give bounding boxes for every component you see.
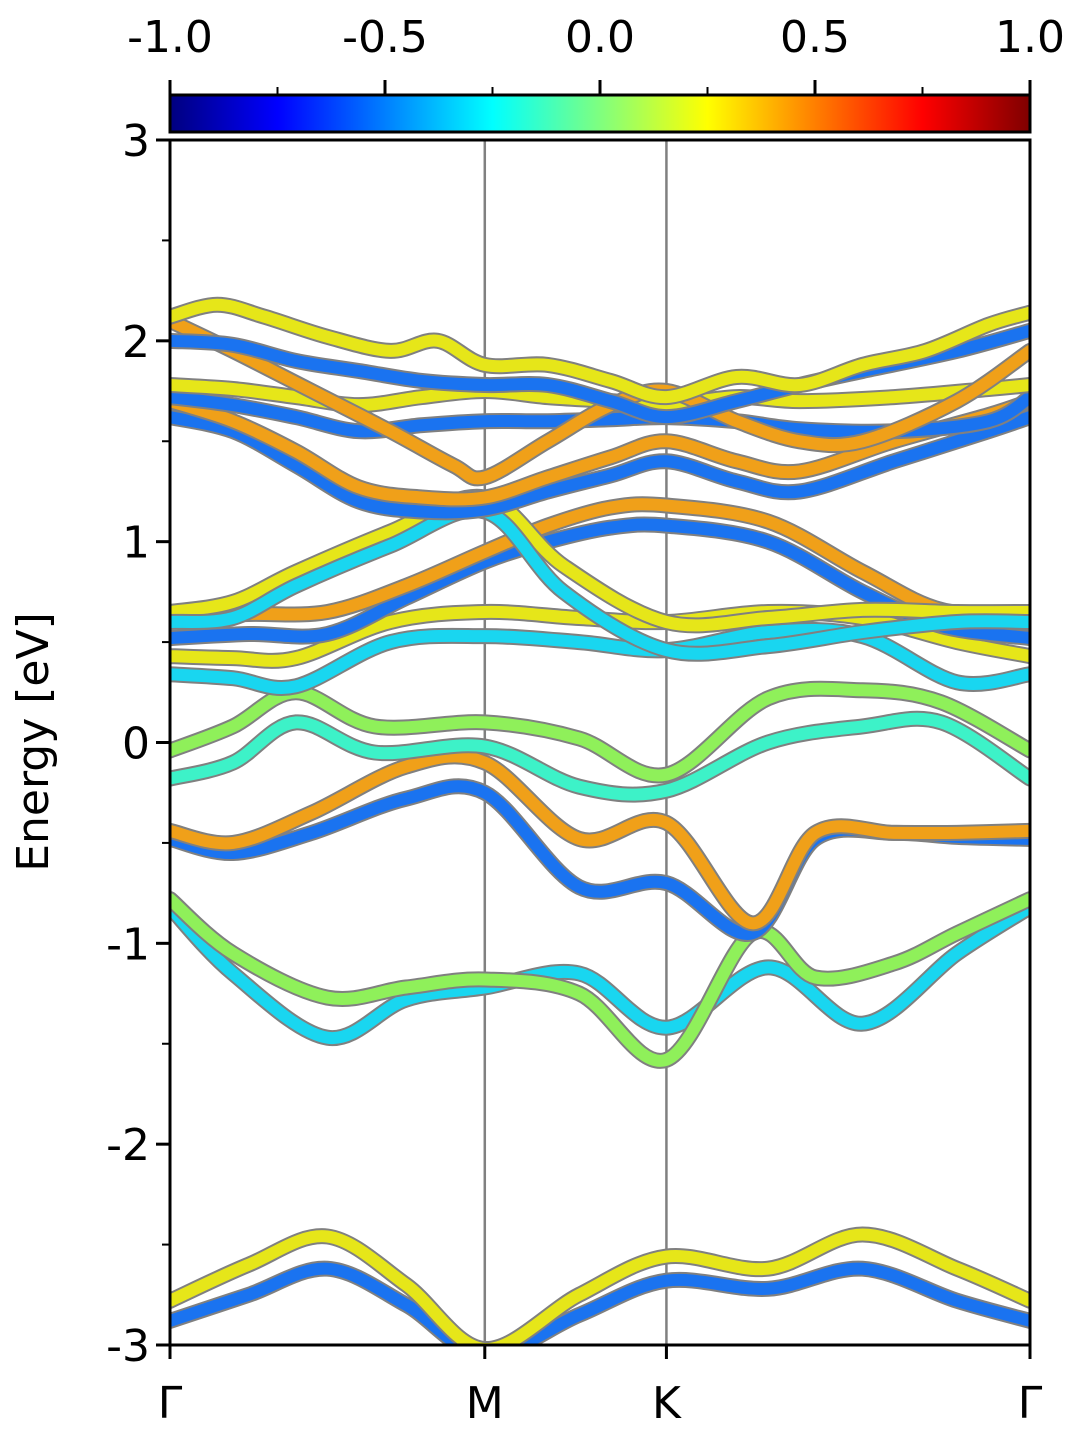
band-2: [170, 899, 1030, 1046]
band-line: [170, 780, 1030, 940]
band-4: [170, 778, 1030, 942]
band-line: [170, 893, 1030, 1067]
y-axis-label: Energy [eV]: [8, 612, 59, 872]
band-line: [170, 490, 1030, 632]
y-tick-label: -3: [106, 1321, 150, 1372]
kpoint-label: K: [652, 1378, 682, 1429]
band-line: [170, 901, 1030, 1044]
bands: [170, 296, 1030, 1345]
band-line: [170, 411, 1030, 519]
colorbar-tick-label: -1.0: [127, 12, 213, 63]
y-tick-label: -2: [106, 1120, 150, 1171]
y-tick-label: 0: [122, 719, 150, 770]
kpoint-label: Γ: [158, 1378, 183, 1429]
band-20: [170, 296, 1030, 406]
band-outline: [170, 778, 1030, 942]
band-3: [170, 891, 1030, 1069]
band-12: [170, 488, 1030, 634]
colorbar-tick-label: 0.5: [780, 12, 850, 63]
band-outline: [170, 680, 1030, 784]
band-18: [170, 312, 1030, 487]
y-tick-label: 1: [122, 518, 150, 569]
band-line: [170, 314, 1030, 485]
band-line: [170, 750, 1030, 930]
colorbar-ticks: -1.0 -0.5 0.0 0.5 1.0: [127, 12, 1065, 95]
band-line: [170, 504, 1030, 660]
band-line: [170, 498, 1030, 622]
y-tick-label: 3: [122, 116, 150, 167]
colorbar: -1.0 -0.5 0.0 0.5 1.0: [127, 12, 1065, 134]
band-line: [170, 298, 1030, 404]
band-11: [170, 496, 1030, 624]
y-tick-label: 2: [122, 317, 150, 368]
y-tick-label: -1: [106, 919, 150, 970]
band-line: [170, 682, 1030, 782]
band-6: [170, 710, 1030, 803]
colorbar-tick-label: -0.5: [342, 12, 428, 63]
band-line: [170, 624, 1030, 694]
band-line: [170, 712, 1030, 801]
colorbar-gradient: [168, 93, 1032, 134]
colorbar-tick-label: 0.0: [565, 12, 635, 63]
band-10: [170, 516, 1030, 647]
band-line: [170, 518, 1030, 645]
band-5: [170, 748, 1030, 932]
band-8: [170, 622, 1030, 696]
band-outline: [170, 1226, 1030, 1345]
band-1: [170, 1226, 1030, 1345]
colorbar-tick-label: 1.0: [995, 12, 1065, 63]
band-13: [170, 502, 1030, 662]
band-line: [170, 1262, 1030, 1345]
band-15: [170, 393, 1030, 508]
band-7: [170, 680, 1030, 784]
band-0: [170, 1260, 1030, 1345]
band-14: [170, 409, 1030, 521]
band-line: [170, 1228, 1030, 1345]
kpoint-label: Γ: [1018, 1378, 1043, 1429]
y-axis-ticks: 3 2 1 0 -1 -2 -3: [106, 116, 170, 1372]
band-line: [170, 395, 1030, 506]
kpoint-label: M: [466, 1378, 504, 1429]
